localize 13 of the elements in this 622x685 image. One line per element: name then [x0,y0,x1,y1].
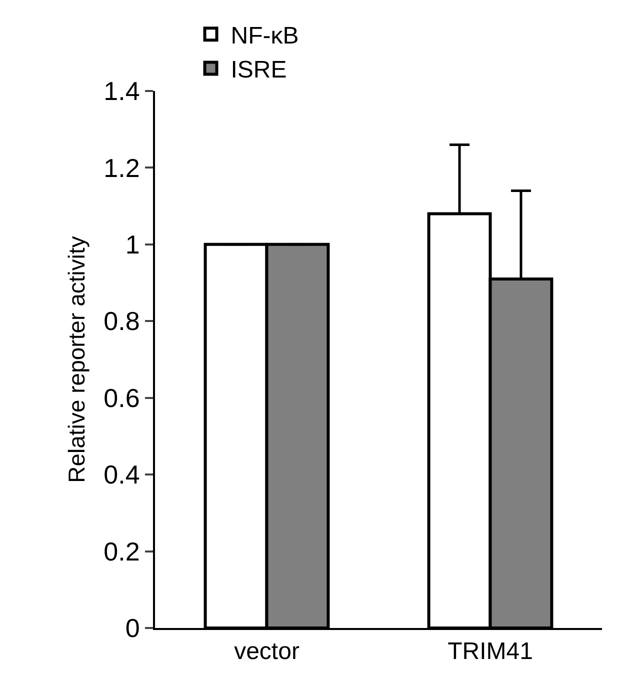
y-tick-label: 1.2 [104,152,140,183]
y-tick-label: 0 [125,613,140,644]
x-tick-label: TRIM41 [448,638,533,665]
legend-label: ISRE [230,56,287,84]
y-tick-label: 0.8 [104,306,140,336]
y-tick-label: 0.2 [104,536,140,566]
y-tick-label: 0.6 [104,382,140,413]
x-tick-label: vector [234,638,300,665]
y-tick-label: 1 [125,230,140,260]
legend-label: NF-κB [230,22,299,50]
y-tick-label: 1.4 [104,76,140,106]
y-axis-title: Relative reporter activity [64,236,90,483]
y-tick-label: 0.4 [104,460,140,490]
